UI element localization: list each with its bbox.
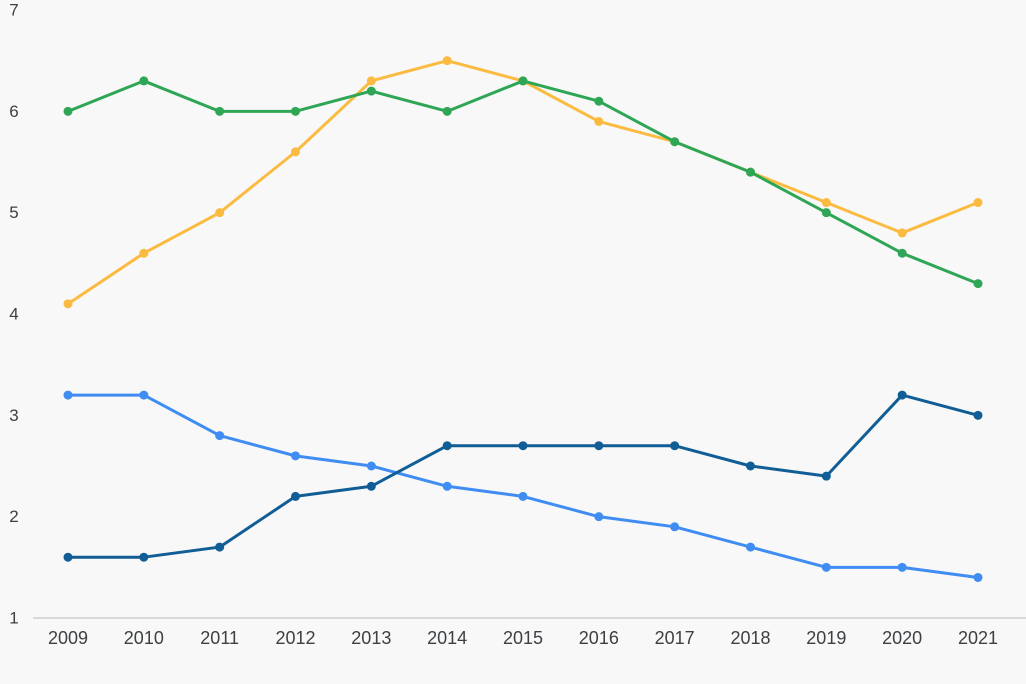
data-point-orange-2019 <box>821 198 831 208</box>
data-point-light-blue-2016 <box>594 512 604 522</box>
data-point-light-blue-2012 <box>291 451 300 461</box>
x-axis-tick-label: 2016 <box>579 628 619 648</box>
data-point-dark-blue-2019 <box>821 471 831 481</box>
data-point-green-2009 <box>63 106 73 116</box>
data-point-green-2019 <box>821 208 831 218</box>
data-point-light-blue-2017 <box>670 522 680 532</box>
data-point-orange-2011 <box>215 208 225 218</box>
data-point-light-blue-2020 <box>897 562 907 572</box>
x-axis-tick-label: 2012 <box>275 628 315 648</box>
y-axis-tick-label: 2 <box>9 507 18 526</box>
data-point-green-2016 <box>594 96 604 106</box>
data-point-light-blue-2021 <box>973 572 983 582</box>
data-point-dark-blue-2018 <box>746 461 755 471</box>
y-axis-tick-label: 1 <box>9 609 18 628</box>
data-point-green-2012 <box>291 106 300 116</box>
x-axis-tick-label: 2010 <box>124 628 164 648</box>
data-point-dark-blue-2009 <box>63 552 73 562</box>
data-point-green-2011 <box>215 106 225 116</box>
data-point-orange-2009 <box>63 299 73 309</box>
x-axis-tick-label: 2013 <box>351 628 391 648</box>
data-point-orange-2014 <box>442 56 452 66</box>
y-axis-tick-label: 3 <box>9 406 18 425</box>
x-axis-tick-label: 2018 <box>730 628 770 648</box>
series-line-dark-blue <box>66 393 980 559</box>
data-point-dark-blue-2020 <box>897 390 907 400</box>
data-point-orange-2020 <box>897 228 907 238</box>
y-axis-tick-label: 5 <box>9 203 18 222</box>
data-point-green-2017 <box>670 137 680 147</box>
x-axis-tick-label: 2020 <box>882 628 922 648</box>
data-point-orange-2021 <box>973 198 983 208</box>
data-point-green-2014 <box>442 106 452 116</box>
data-point-green-2013 <box>366 86 376 96</box>
data-point-green-2021 <box>973 279 983 289</box>
x-axis-tick-label: 2017 <box>655 628 695 648</box>
data-point-green-2015 <box>518 76 528 86</box>
data-point-light-blue-2010 <box>139 390 149 400</box>
x-axis-tick-label: 2014 <box>427 628 467 648</box>
data-point-orange-2010 <box>139 248 149 258</box>
data-point-light-blue-2009 <box>63 390 73 400</box>
data-point-dark-blue-2015 <box>518 441 528 451</box>
data-point-dark-blue-2016 <box>594 441 604 451</box>
data-point-dark-blue-2021 <box>973 410 983 420</box>
data-point-green-2010 <box>139 76 149 86</box>
x-axis-tick-label: 2009 <box>48 628 88 648</box>
data-point-dark-blue-2010 <box>139 552 149 562</box>
data-point-light-blue-2014 <box>442 481 452 491</box>
data-point-orange-2013 <box>366 76 376 86</box>
data-point-dark-blue-2013 <box>366 481 376 491</box>
y-axis-tick-label: 6 <box>9 102 18 121</box>
data-point-dark-blue-2017 <box>670 441 680 451</box>
x-axis-tick-label: 2011 <box>200 628 239 648</box>
data-point-green-2018 <box>746 167 755 177</box>
data-point-light-blue-2011 <box>215 431 225 441</box>
x-axis-tick-label: 2019 <box>806 628 846 648</box>
series-line-orange <box>66 59 980 306</box>
x-axis-tick-label: 2015 <box>503 628 543 648</box>
data-point-dark-blue-2012 <box>291 491 300 501</box>
data-point-orange-2012 <box>291 147 300 157</box>
data-point-light-blue-2015 <box>518 491 528 501</box>
data-point-light-blue-2019 <box>821 562 831 572</box>
x-axis-tick-label: 2021 <box>958 628 998 648</box>
series-line-green <box>66 79 980 286</box>
data-point-dark-blue-2014 <box>442 441 452 451</box>
data-point-light-blue-2013 <box>366 461 376 471</box>
data-point-light-blue-2018 <box>746 542 755 552</box>
data-point-green-2020 <box>897 248 907 258</box>
data-point-dark-blue-2011 <box>215 542 225 552</box>
y-axis-tick-label: 7 <box>9 1 18 20</box>
y-axis-tick-label: 4 <box>9 305 18 324</box>
data-point-orange-2016 <box>594 116 604 126</box>
